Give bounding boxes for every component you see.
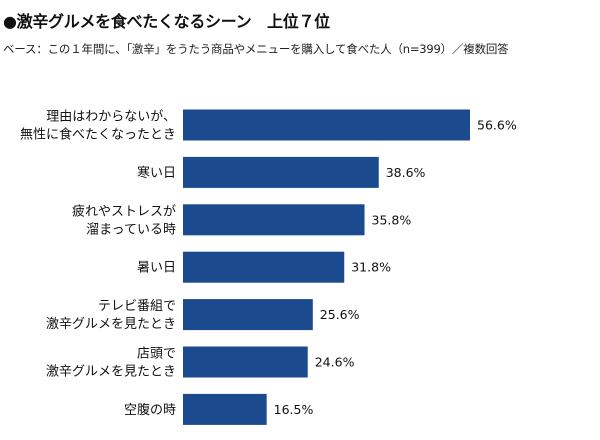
bar-7 [183, 393, 267, 425]
category-label-6: 店頭で激辛グルメを見たとき [46, 347, 176, 380]
category-label-2: 寒い日 [137, 165, 176, 181]
category-label-5: テレビ番組で激辛グルメを見たとき [46, 299, 176, 332]
bar-4 [183, 251, 345, 283]
chart-subtitle: ベース：この１年間に、「激辛」をうたう商品やメニューを購入して食べた人（n=39… [3, 42, 509, 56]
bar-1 [183, 109, 470, 141]
category-label-3: 疲れやストレスが溜まっている時 [72, 203, 176, 237]
chart-title: ●激辛グルメを食べたくなるシーン 上位７位 [3, 12, 330, 31]
bar-5 [183, 299, 313, 331]
value-label-7: 16.5% [274, 402, 314, 417]
bar-3 [183, 204, 365, 236]
value-label-6: 24.6% [315, 355, 355, 370]
bar-2 [183, 156, 379, 188]
category-label-4: 暑い日 [137, 261, 176, 276]
value-label-4: 31.8% [351, 260, 391, 275]
category-label-7: 空腹の時 [124, 402, 176, 418]
category-label-1: 理由はわからないが、無性に食べたくなったとき [20, 110, 176, 143]
bar-6 [183, 346, 308, 378]
value-label-1: 56.6% [477, 118, 517, 133]
value-label-3: 35.8% [372, 212, 412, 227]
value-label-2: 38.6% [386, 165, 426, 180]
value-label-5: 25.6% [320, 307, 360, 322]
